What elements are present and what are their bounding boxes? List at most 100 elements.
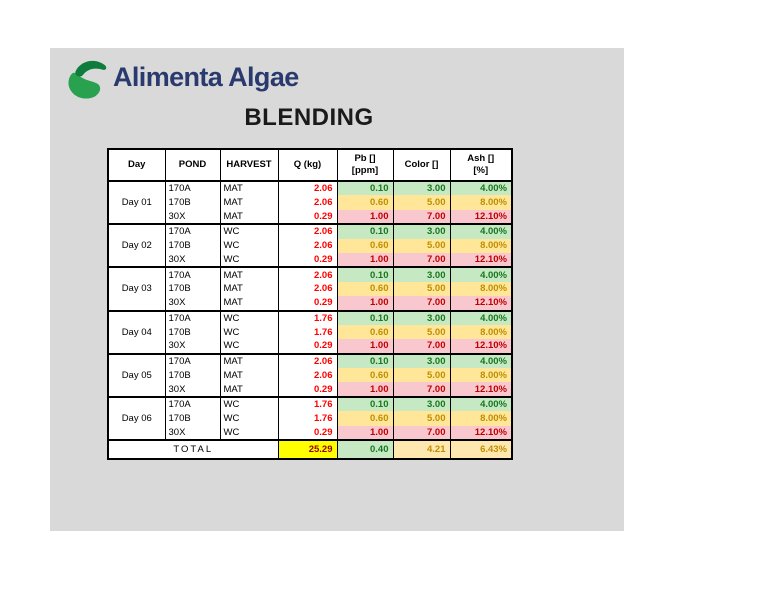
color-cell: 7.00 [392,425,451,441]
color-cell: 3.00 [392,309,451,325]
total-color-cell: 4.21 [392,439,451,461]
quantity-cell: 0.29 [277,339,338,354]
total-label-cell: TOTAL [107,439,279,461]
pb-cell: 0.60 [336,411,394,426]
pond-cell: 30X [164,339,221,354]
algae-leaf-globe-icon [68,60,107,99]
column-header-line: Color [] [404,159,439,171]
table-row: 30X WC 0.29 1.00 7.00 12.10% [108,339,513,354]
table-row: 170B WC 2.06 0.60 5.00 8.00% [108,238,513,253]
pb-cell: 0.60 [336,238,394,253]
color-cell: 5.00 [392,324,451,340]
blending-table: Day POND HARVEST Q (kg) Pb [] [ppm] Color [] As… [107,148,513,461]
pb-cell: 1.00 [336,382,394,397]
table-row: Day 01 170A MAT 2.06 0.10 3.00 4.00% [107,179,513,225]
harvest-cell: MAT [219,281,279,297]
company-logo: Alimenta Algae [64,56,299,102]
harvest-cell: MAT [219,296,279,311]
ash-cell: 8.00% [449,324,513,340]
quantity-cell: 2.06 [277,223,338,239]
day-cell: Day 06 [107,395,166,441]
day-cell: Day 02 [107,223,166,268]
quantity-cell: 0.29 [277,296,338,311]
quantity-cell: 1.76 [277,395,338,412]
table-row: Day 04 170A WC 1.76 0.10 3.00 4.00% [107,309,513,354]
color-cell: 7.00 [392,339,451,354]
pb-cell: 0.60 [336,368,394,383]
color-cell: 5.00 [392,411,451,426]
pb-cell: 1.00 [336,296,394,311]
column-header-line: HARVEST [226,159,272,171]
color-cell: 3.00 [392,352,451,369]
pond-cell: 170A [164,309,221,325]
color-cell: 5.00 [392,281,451,297]
harvest-cell: MAT [219,195,279,210]
harvest-cell: MAT [219,352,279,369]
color-cell: 7.00 [392,209,451,225]
pond-cell: 30X [164,296,221,311]
ash-cell: 8.00% [449,195,513,210]
pb-cell: 0.60 [336,281,394,297]
color-cell: 3.00 [392,266,451,282]
column-header-line: POND [178,159,207,171]
pb-cell: 1.00 [336,339,394,354]
table-row: 30X MAT 0.29 1.00 7.00 12.10% [108,209,513,225]
pond-cell: 170B [164,368,221,383]
color-cell: 5.00 [392,195,451,210]
harvest-cell: WC [219,339,279,354]
column-header-line: [ppm] [351,165,379,176]
ash-cell: 4.00% [449,395,513,412]
pond-cell: 170A [164,266,221,282]
pb-cell: 0.60 [336,324,394,340]
harvest-cell: WC [219,425,279,441]
table-row: Day 05 170A MAT 2.06 0.10 3.00 4.00% [107,352,513,397]
column-header-color: Color [] [392,148,451,182]
pb-cell: 1.00 [336,209,394,225]
column-header-q: Q (kg) [277,148,338,182]
pond-cell: 170A [164,352,221,369]
harvest-cell: MAT [219,382,279,397]
quantity-cell: 1.76 [277,309,338,325]
ash-cell: 12.10% [449,339,513,354]
pond-cell: 170A [164,223,221,239]
table-row: 30X WC 0.29 1.00 7.00 12.10% [108,425,513,441]
pb-cell: 1.00 [336,425,394,441]
pond-cell: 170B [164,411,221,426]
quantity-cell: 0.29 [277,209,338,225]
column-header-harvest: HARVEST [219,148,279,182]
pb-cell: 0.60 [336,195,394,210]
color-cell: 7.00 [392,252,451,268]
column-header-pond: POND [164,148,221,182]
column-header-line: Ash [] [467,153,495,165]
column-header-line: Day [128,159,146,171]
pb-cell: 1.00 [336,252,394,268]
ash-cell: 12.10% [449,209,513,225]
pb-cell: 0.10 [336,179,394,196]
harvest-cell: WC [219,324,279,340]
ash-cell: 4.00% [449,309,513,325]
harvest-cell: WC [219,223,279,239]
harvest-cell: WC [219,395,279,412]
table-row: Day 06 170A WC 1.76 0.10 3.00 4.00% [107,395,513,441]
total-row: TOTAL 25.29 0.40 4.21 6.43% [107,439,513,461]
pond-cell: 170B [164,195,221,210]
quantity-cell: 2.06 [277,368,338,383]
table-row: Day 03 170A MAT 2.06 0.10 3.00 4.00% [107,266,513,311]
column-header-ash: Ash [] [%] [449,148,513,182]
pond-cell: 30X [164,425,221,441]
harvest-cell: MAT [219,266,279,282]
pb-cell: 0.10 [336,352,394,369]
pb-cell: 0.10 [336,309,394,325]
ash-cell: 12.10% [449,296,513,311]
pond-cell: 170B [164,324,221,340]
harvest-cell: MAT [219,209,279,225]
pond-cell: 170A [164,179,221,196]
column-header-line: Pb [] [354,153,376,165]
page-title: BLENDING [244,104,374,131]
day-cell: Day 01 [107,179,166,225]
quantity-cell: 2.06 [277,266,338,282]
quantity-cell: 1.76 [277,411,338,426]
ash-cell: 12.10% [449,252,513,268]
table-row: 170B MAT 2.06 0.60 5.00 8.00% [108,281,513,297]
